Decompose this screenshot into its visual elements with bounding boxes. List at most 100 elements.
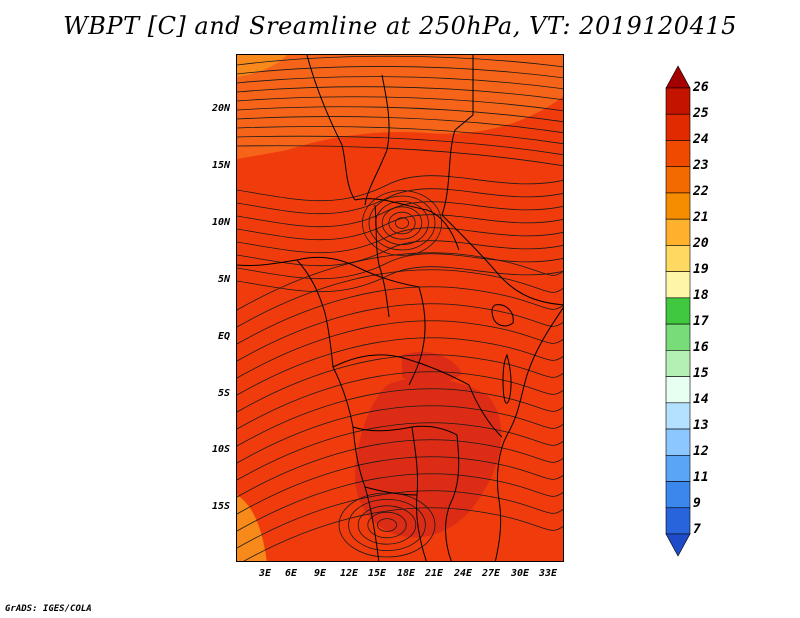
streamline [237, 86, 563, 101]
lat-label: 20N [211, 103, 230, 114]
lon-label: 21E [424, 568, 444, 579]
vortex-streamline [338, 492, 436, 558]
colorbar-label: 25 [693, 106, 709, 121]
border-line [296, 256, 420, 288]
lake [502, 353, 512, 404]
border-line [354, 198, 460, 251]
streamline [237, 456, 563, 515]
country-borders-layer [237, 55, 563, 561]
streamline [237, 388, 563, 447]
colorbar-swatch [665, 402, 691, 430]
streamline [243, 507, 563, 561]
streamlines-layer [237, 55, 563, 561]
border-line [306, 55, 356, 201]
lon-label: 18E [396, 568, 416, 579]
streamline [237, 473, 563, 532]
colorbar-swatch [665, 376, 691, 404]
streamline [237, 371, 563, 430]
lat-label: 15N [211, 160, 230, 171]
colorbar-swatch [665, 87, 691, 115]
streamline [237, 227, 563, 254]
colorbar-label: 26 [693, 80, 709, 95]
map-panel [236, 54, 564, 562]
colorbar-swatch [665, 140, 691, 168]
colorbar-swatch [665, 245, 691, 272]
lon-label: 24E [453, 568, 473, 579]
streamline [237, 252, 563, 311]
streamline [237, 76, 563, 90]
streamline [237, 422, 563, 481]
lat-label: 10S [211, 444, 230, 455]
border-line [408, 286, 426, 386]
streamline [237, 66, 563, 79]
streamline [237, 116, 563, 134]
streamline [237, 439, 563, 498]
coastline-east [494, 307, 563, 561]
border-line [364, 486, 418, 496]
streamline [237, 201, 563, 228]
colorbar-swatch [665, 297, 691, 325]
colorbar-label: 19 [693, 262, 709, 277]
vortex-streamline [388, 211, 416, 235]
vortex-streamline [362, 190, 442, 256]
lon-label: 30E [510, 568, 530, 579]
colorbar-swatch [665, 481, 691, 509]
wbpt-north-band [237, 55, 563, 159]
lon-label: 12E [339, 568, 359, 579]
colorbar-swatch [665, 166, 691, 194]
colorbar-svg [665, 65, 691, 557]
colorbar-label: 16 [693, 340, 709, 355]
colorbar-label: 20 [693, 236, 709, 251]
lat-label: 5N [217, 274, 230, 285]
border-line [441, 214, 563, 306]
streamline [237, 354, 563, 413]
lat-label: 15S [211, 501, 230, 512]
streamline [237, 253, 563, 280]
colorbar-swatch [665, 323, 691, 351]
lat-label: 5S [217, 388, 230, 399]
vortex-streamline [348, 498, 426, 551]
streamline [237, 96, 563, 112]
streamline [237, 145, 563, 167]
vortex-streamline [367, 511, 407, 539]
streamline [237, 266, 563, 293]
streamline [237, 286, 563, 345]
border-line [468, 384, 503, 438]
lon-label: 15E [367, 568, 387, 579]
streamline [237, 55, 563, 68]
colorbar-swatch [665, 533, 691, 557]
lat-label: EQ [217, 331, 230, 342]
wbpt-map [237, 55, 563, 561]
streamline [237, 175, 563, 202]
colorbar-label: 15 [693, 366, 709, 381]
border-line [441, 55, 474, 216]
border-line [332, 354, 470, 386]
colorbar-swatch [665, 113, 691, 141]
streamline [237, 240, 563, 267]
streamline [237, 214, 563, 241]
lake [491, 304, 514, 327]
vortex-streamline [376, 518, 397, 532]
colorbar-label: 18 [693, 288, 709, 303]
lon-label: 9E [313, 568, 327, 579]
wbpt-northwest-corner [237, 55, 287, 77]
colorbar-swatch [665, 454, 691, 482]
streamline [237, 126, 563, 145]
vortex-streamline [368, 195, 436, 251]
streamline [237, 320, 563, 379]
vortex-streamline [394, 217, 409, 229]
streamline [237, 490, 563, 549]
colorbar-label: 14 [693, 392, 709, 407]
lon-label: 27E [481, 568, 501, 579]
colorbar-label: 17 [693, 314, 709, 329]
wbpt-southwest-corner [237, 495, 267, 561]
colorbar-label: 12 [693, 444, 709, 459]
colorbar-label: 13 [693, 418, 709, 433]
colorbar [660, 60, 696, 564]
grads-credit: GrADS: IGES/COLA [5, 604, 92, 614]
colorbar-swatch [665, 271, 691, 299]
lat-label: 10N [211, 217, 230, 228]
colorbar-label: 23 [693, 158, 709, 173]
streamline [237, 303, 563, 362]
streamline [237, 106, 563, 123]
